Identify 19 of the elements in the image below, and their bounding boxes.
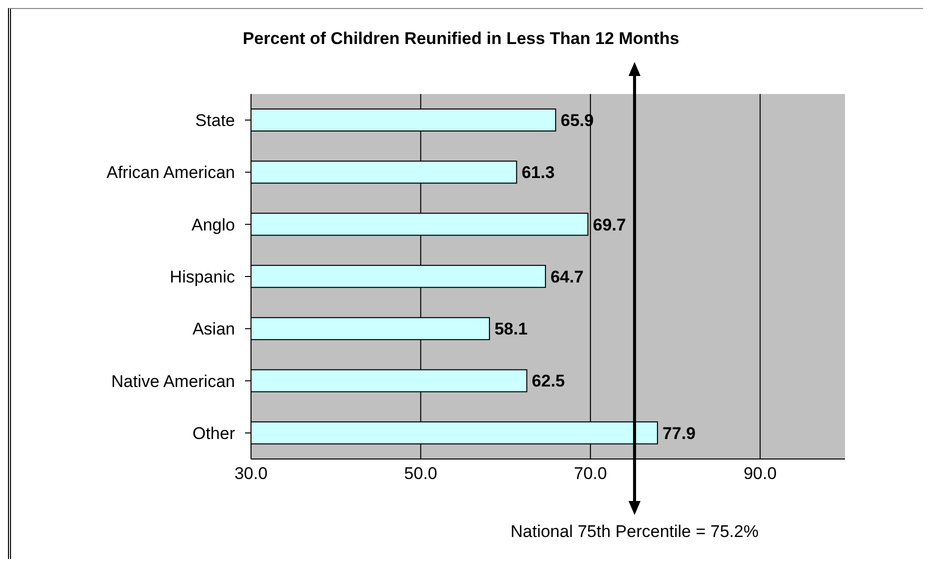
y-tick-label: Asian [192,320,235,339]
y-tick-label: Native American [111,372,235,391]
x-tick-label: 30.0 [234,464,268,484]
data-label: 62.5 [532,372,565,391]
y-tick-label: Anglo [192,215,235,234]
data-label: 61.3 [522,163,555,182]
x-tick-label: 50.0 [404,464,438,484]
y-tick-label: State [195,111,235,130]
y-tick-label: Hispanic [170,268,236,287]
ref-line-label: National 75th Percentile = 75.2% [510,522,759,541]
x-tick-label: 90.0 [744,464,777,484]
y-tick-label: Other [192,424,236,443]
data-label: 58.1 [494,320,528,339]
data-label: 64.7 [550,267,584,286]
data-label: 69.7 [592,215,626,234]
x-tick-label: 70.0 [574,464,607,484]
data-label: 77.9 [662,424,696,443]
chart-title: Percent of Children Reunified in Less Than 12 Months [242,29,680,49]
y-tick-label: African American [106,163,235,182]
